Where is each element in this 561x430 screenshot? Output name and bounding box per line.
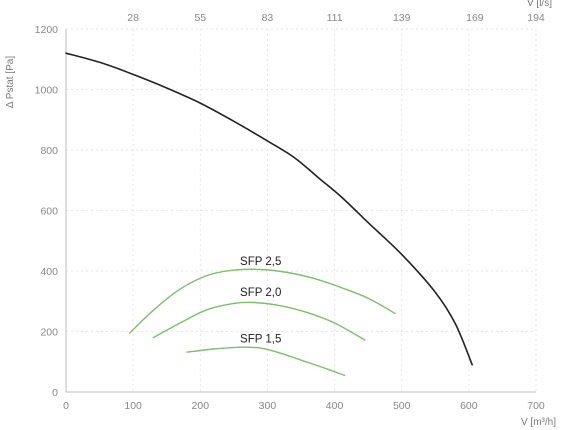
x-tick-label: 400 <box>326 400 344 412</box>
x-tick-label: 500 <box>393 400 411 412</box>
x-tick-label: 300 <box>259 400 277 412</box>
x-tick-label: 200 <box>192 400 210 412</box>
secondary-x-tick-label: 83 <box>262 12 274 24</box>
x-tick-label: 700 <box>527 400 545 412</box>
secondary-x-tick-label: 194 <box>527 12 545 24</box>
grid <box>65 28 537 393</box>
series-line-sfp-2-0 <box>152 301 366 341</box>
y-tick-label: 200 <box>40 327 58 339</box>
y-axis-title: Δ Pstat [Pa] <box>5 56 16 108</box>
secondary-x-tick-label: 169 <box>466 12 484 24</box>
secondary-x-tick-label: 28 <box>127 12 139 24</box>
series-line-fan-pressure <box>65 52 473 366</box>
y-tick-label: 1200 <box>35 24 59 36</box>
y-tick-label: 0 <box>52 387 58 399</box>
y-tick-label: 800 <box>40 145 58 157</box>
secondary-x-axis-title: V [l/s] <box>527 0 552 9</box>
x-axis-title: V [m³/h] <box>521 417 556 428</box>
sfp-label: SFP 1,5 <box>240 334 281 346</box>
y-tick-label: 400 <box>40 266 58 278</box>
series-line-sfp-2-5 <box>129 268 396 334</box>
sfp-label: SFP 2,0 <box>240 287 281 299</box>
x-tick-label: 600 <box>460 400 478 412</box>
y-tick-label: 600 <box>40 206 58 218</box>
x-tick-label: 100 <box>124 400 142 412</box>
tick-labels: 0 200 400 600 800 1000 1200 0 100 200 300 400 500 600… <box>35 12 545 412</box>
x-tick-label: 0 <box>63 400 69 412</box>
sfp-label: SFP 2,5 <box>240 256 281 268</box>
sfp-labels: SFP 2,5 SFP 2,0 SFP 1,5 <box>240 256 281 346</box>
secondary-x-tick-label: 55 <box>194 12 206 24</box>
secondary-x-tick-label: 111 <box>327 12 343 24</box>
series-line-sfp-1-5 <box>186 346 346 377</box>
series-group <box>65 52 473 377</box>
y-tick-label: 1000 <box>35 85 59 97</box>
secondary-x-tick-label: 139 <box>393 12 411 24</box>
